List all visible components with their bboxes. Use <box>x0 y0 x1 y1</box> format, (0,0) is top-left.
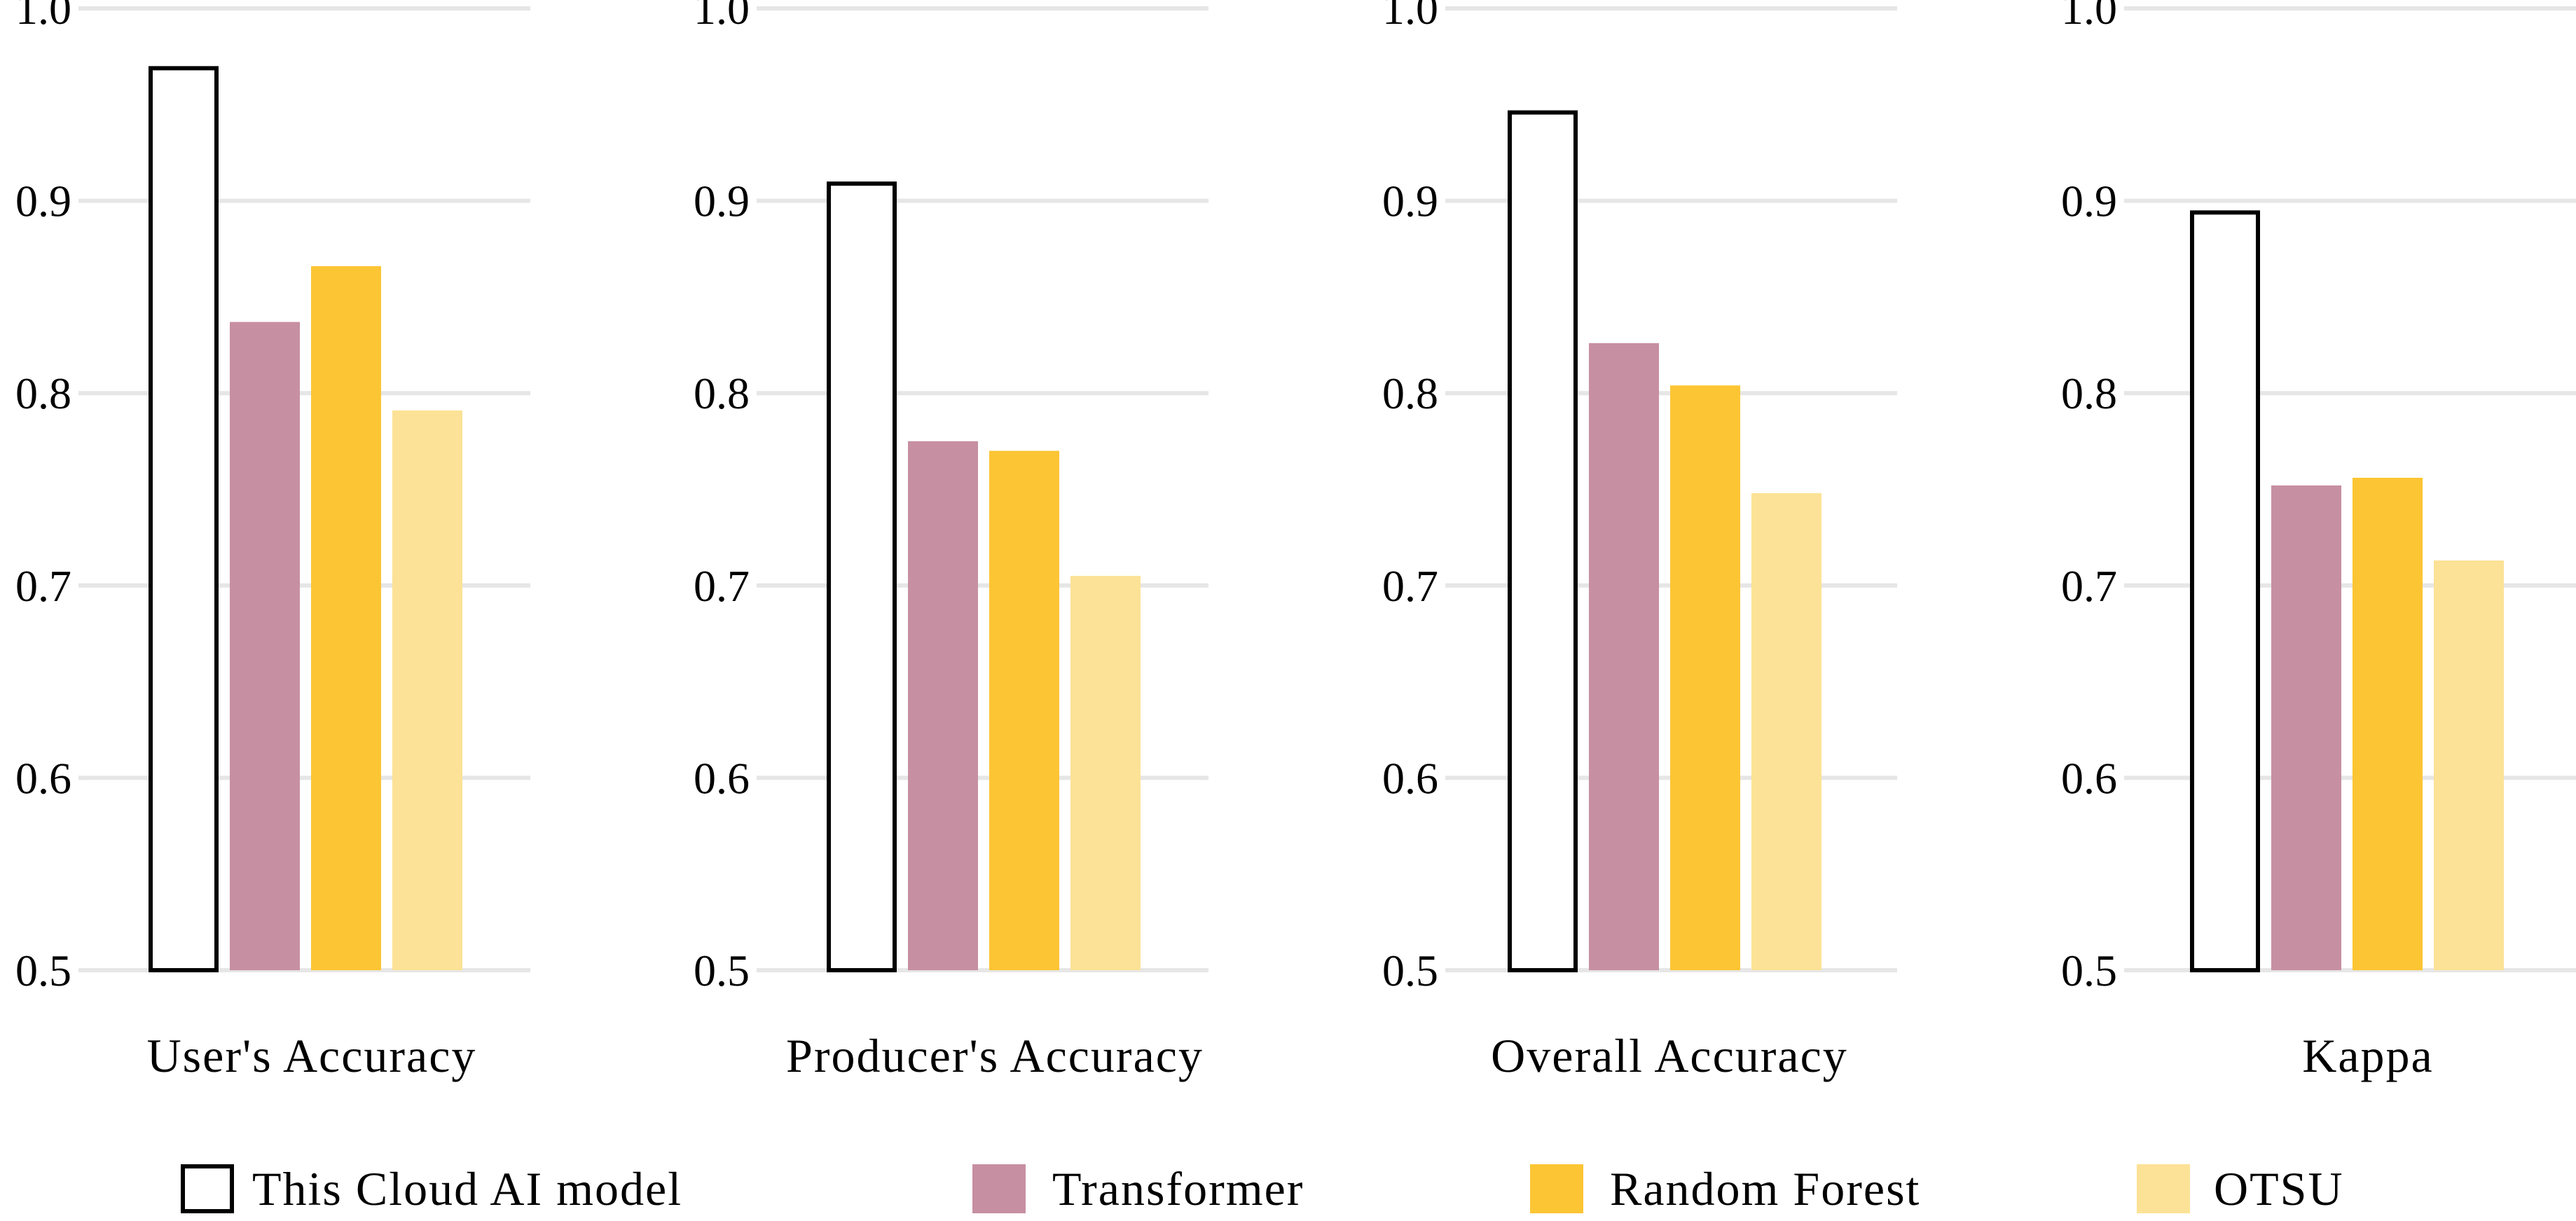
y-tick-label: 0.7 <box>694 561 750 611</box>
y-tick-label: 0.9 <box>15 177 71 226</box>
panel-title: User's Accuracy <box>147 1029 477 1082</box>
bar-otsu <box>392 410 462 970</box>
y-tick-label: 0.9 <box>1382 177 1438 226</box>
y-tick-label: 1.0 <box>15 0 71 34</box>
y-tick-label: 1.0 <box>694 0 750 34</box>
bar-random-forest <box>2353 478 2423 970</box>
legend-label: This Cloud AI model <box>252 1162 682 1215</box>
y-tick-label: 1.0 <box>2061 0 2117 34</box>
panel-title: Producer's Accuracy <box>786 1029 1204 1082</box>
legend-label: OTSU <box>2214 1162 2344 1215</box>
bar-transformer <box>2271 485 2341 970</box>
bar-otsu <box>2434 560 2504 970</box>
y-tick-label: 0.7 <box>1382 561 1438 611</box>
bar-transformer <box>908 441 978 970</box>
y-tick-label: 0.5 <box>15 946 71 995</box>
y-tick-label: 0.6 <box>1382 753 1438 803</box>
panel-title: Kappa <box>2302 1029 2433 1082</box>
legend-swatch <box>972 1164 1026 1213</box>
y-tick-label: 0.7 <box>2061 561 2117 611</box>
bar-random-forest <box>1670 385 1740 970</box>
y-tick-label: 0.7 <box>15 561 71 611</box>
y-tick-label: 0.5 <box>1382 946 1438 995</box>
bar-random-forest <box>989 450 1059 970</box>
legend-label: Transformer <box>1052 1162 1304 1215</box>
bar-otsu <box>1070 576 1141 970</box>
y-tick-label: 0.6 <box>694 753 750 803</box>
bar-this-cloud-ai-model <box>149 66 219 972</box>
y-tick-label: 0.8 <box>694 368 750 418</box>
bar-this-cloud-ai-model <box>827 181 897 972</box>
y-tick-label: 0.9 <box>694 177 750 226</box>
bar-this-cloud-ai-model <box>1508 110 1578 973</box>
y-tick-label: 0.8 <box>15 368 71 418</box>
legend-label: Random Forest <box>1610 1162 1920 1215</box>
y-tick-label: 0.6 <box>15 753 71 803</box>
legend-swatch <box>181 1164 234 1213</box>
y-tick-label: 0.6 <box>2061 753 2117 803</box>
panel-title: Overall Accuracy <box>1491 1029 1848 1082</box>
legend-swatch <box>2137 1164 2190 1213</box>
y-tick-label: 0.8 <box>2061 368 2117 418</box>
legend-swatch <box>1530 1164 1583 1213</box>
bar-otsu <box>1751 492 1821 970</box>
bar-this-cloud-ai-model <box>2190 210 2260 973</box>
bar-transformer <box>1589 343 1659 971</box>
bar-random-forest <box>311 265 381 970</box>
y-tick-label: 0.9 <box>2061 177 2117 226</box>
y-tick-label: 0.8 <box>1382 368 1438 418</box>
y-tick-label: 1.0 <box>1382 0 1438 34</box>
y-tick-label: 0.5 <box>2061 946 2117 995</box>
bar-transformer <box>230 322 300 970</box>
y-tick-label: 0.5 <box>694 946 750 995</box>
